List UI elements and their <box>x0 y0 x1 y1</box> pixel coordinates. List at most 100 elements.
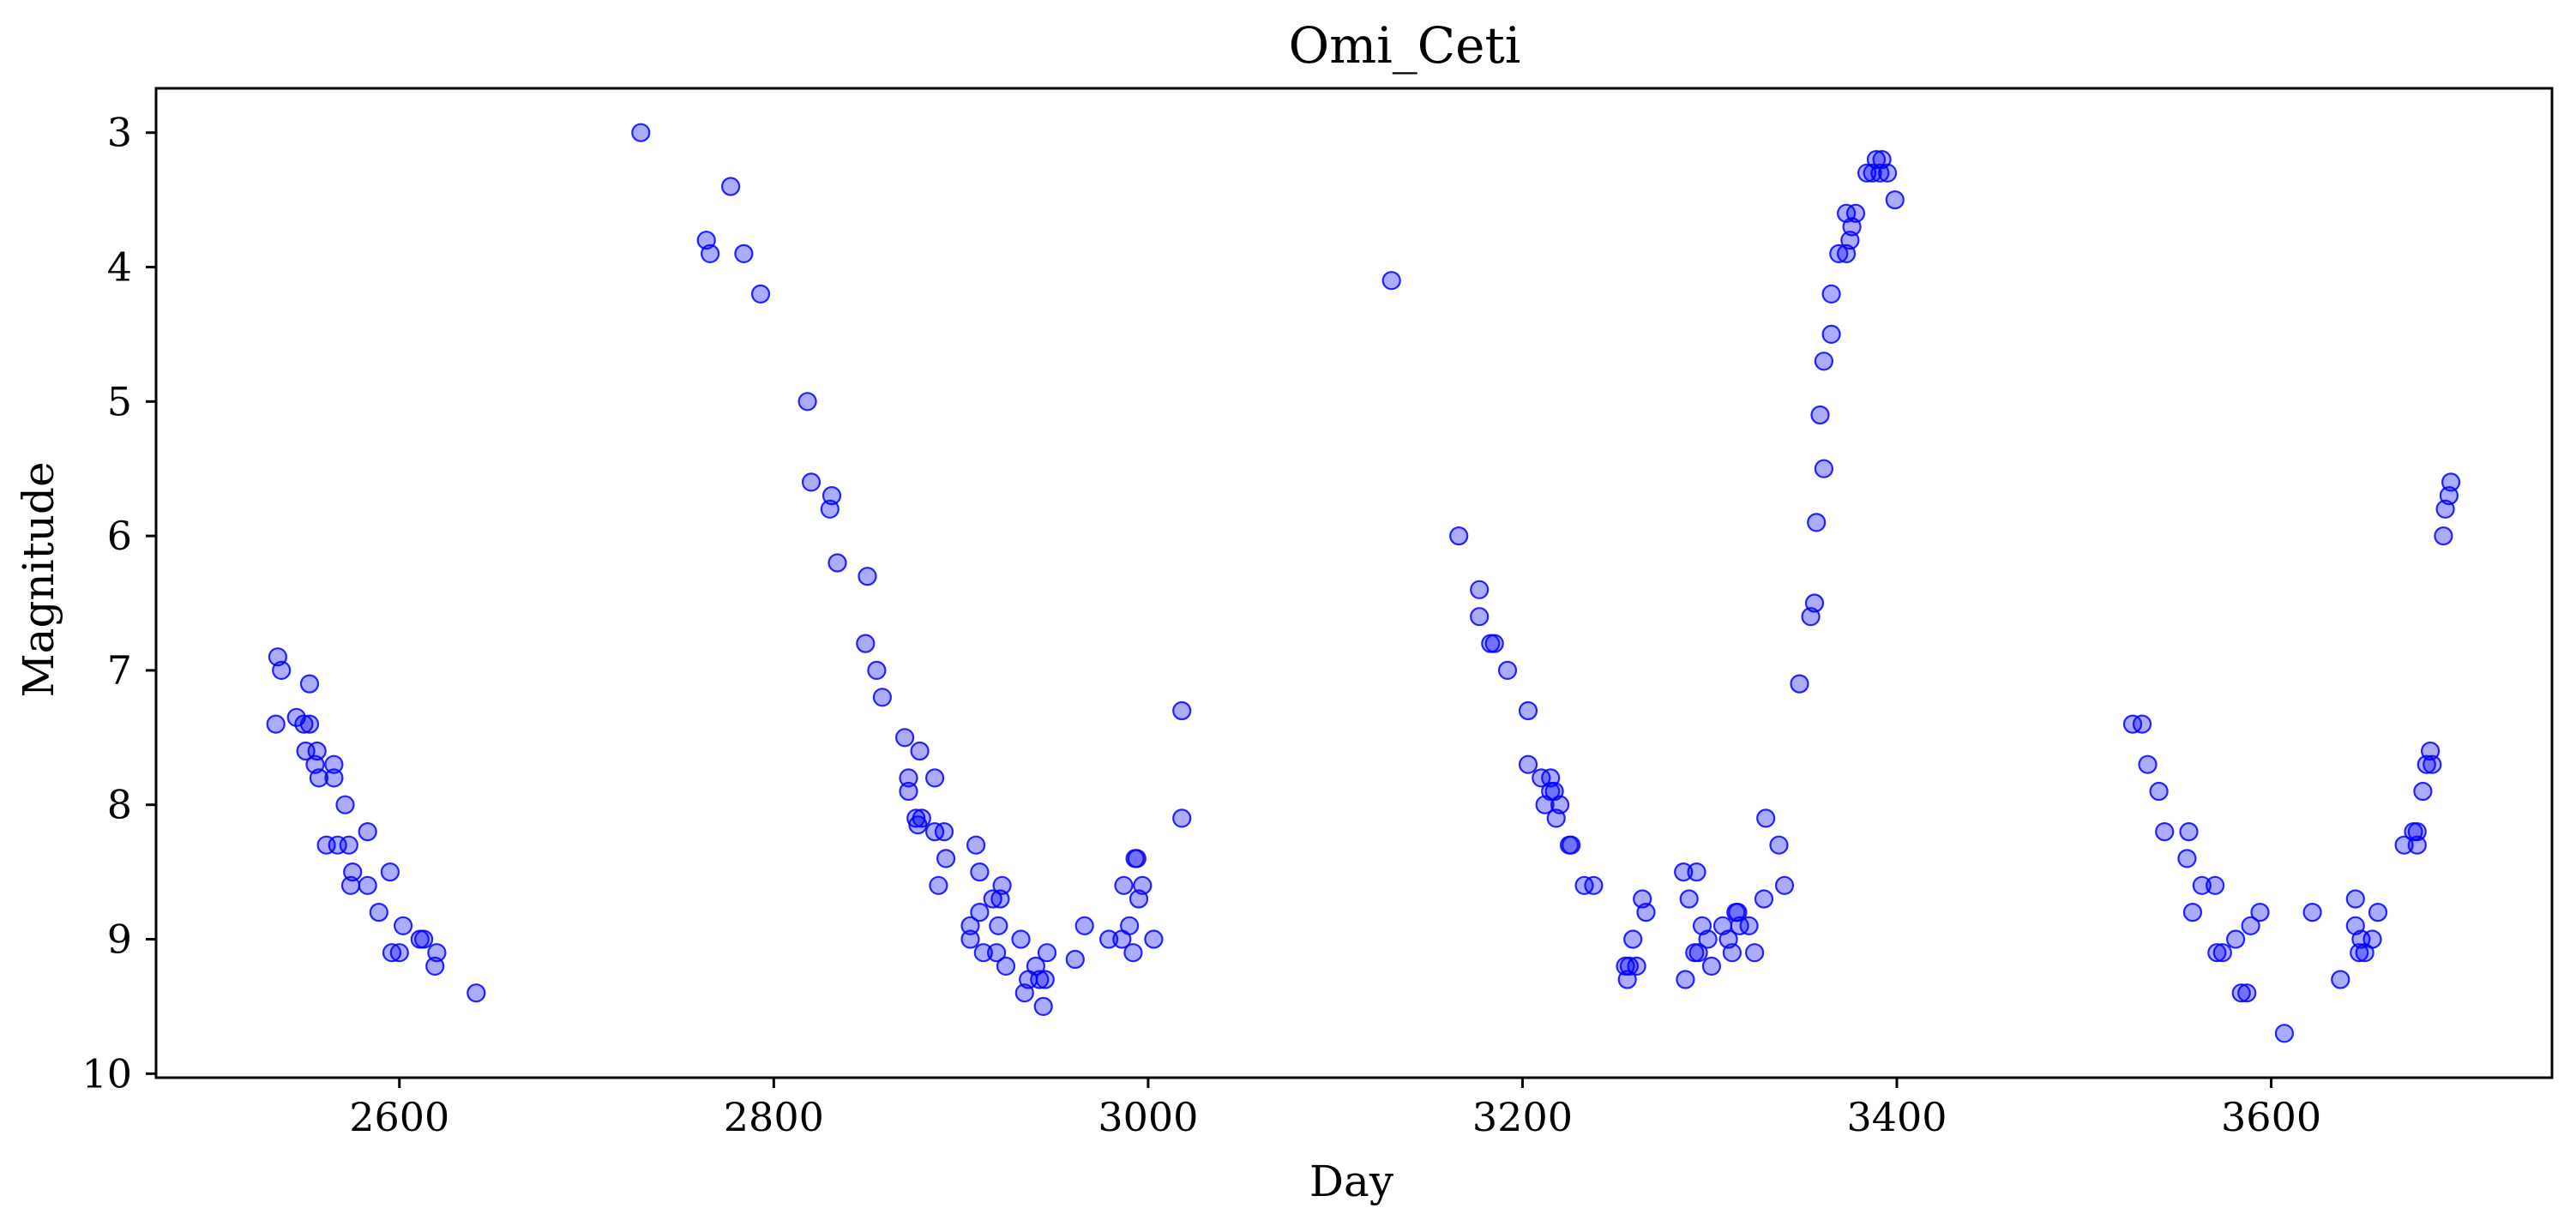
data-point <box>2207 943 2227 963</box>
data-point <box>1449 526 1469 546</box>
y-tick-label: 6 <box>107 513 132 559</box>
data-point <box>299 674 320 694</box>
data-point <box>934 821 954 842</box>
data-point <box>970 902 990 922</box>
data-point <box>1814 459 1833 478</box>
data-point <box>335 795 355 814</box>
data-point <box>1470 607 1490 627</box>
data-point <box>309 768 328 788</box>
data-point <box>324 768 344 788</box>
data-point <box>899 781 918 802</box>
data-point <box>299 714 320 734</box>
y-tick-label: 3 <box>107 110 132 156</box>
data-point <box>1584 875 1604 895</box>
data-point <box>2302 902 2322 922</box>
data-point <box>2345 889 2365 909</box>
data-point <box>801 472 822 492</box>
data-point <box>989 916 1008 935</box>
data-point <box>2182 902 2202 922</box>
data-point <box>1011 929 1031 949</box>
data-point <box>908 815 928 835</box>
data-point <box>358 875 377 895</box>
data-point <box>867 660 887 681</box>
data-point <box>1119 916 1140 935</box>
data-point <box>2212 943 2232 963</box>
data-point <box>1774 875 1795 895</box>
data-point <box>1127 849 1147 868</box>
data-point <box>929 875 948 895</box>
data-point <box>2138 754 2158 774</box>
x-tick-label: 3600 <box>2221 1094 2321 1140</box>
x-tick-label: 2600 <box>349 1094 449 1140</box>
data-point <box>1636 902 1656 922</box>
x-tick-label: 2800 <box>724 1094 824 1140</box>
data-point <box>1804 593 1825 613</box>
data-point <box>1857 163 1877 183</box>
data-point <box>1878 163 1898 183</box>
data-point <box>1550 795 1570 814</box>
data-point <box>1518 700 1538 721</box>
y-axis-title: Magnitude <box>14 461 63 697</box>
data-point <box>1497 660 1518 681</box>
data-point <box>983 889 1002 909</box>
data-point <box>2250 902 2270 922</box>
data-point <box>1845 203 1866 223</box>
y-tick-label: 10 <box>81 1050 132 1097</box>
data-point <box>2368 902 2388 922</box>
data-points <box>266 123 2461 1043</box>
chart-title: Omi_Ceti <box>1289 16 1521 75</box>
data-point <box>797 392 817 412</box>
data-point <box>1114 875 1134 895</box>
data-point <box>394 916 413 935</box>
y-axis: 3 4 5 6 7 8 9 10 <box>81 110 156 1097</box>
data-point <box>2206 875 2225 895</box>
data-point <box>1807 513 1827 532</box>
data-point <box>992 875 1012 895</box>
y-tick-label: 5 <box>107 378 132 424</box>
data-point <box>389 943 409 963</box>
data-point <box>960 929 980 949</box>
data-point <box>960 916 980 935</box>
data-point <box>1619 956 1640 977</box>
data-point <box>1790 674 1809 694</box>
data-point <box>1687 862 1706 882</box>
data-point <box>2441 472 2461 492</box>
data-point <box>1674 862 1694 882</box>
data-point <box>1814 352 1833 371</box>
data-point <box>1754 889 1774 909</box>
data-point <box>750 284 771 303</box>
data-point <box>2179 821 2199 842</box>
data-point <box>970 862 990 882</box>
data-point <box>631 123 651 142</box>
data-point <box>2394 835 2414 855</box>
data-point <box>2237 983 2257 1003</box>
data-point <box>1123 943 1143 963</box>
data-point <box>382 943 402 963</box>
data-point <box>1688 943 1708 963</box>
x-tick-label: 3400 <box>1846 1094 1947 1140</box>
data-point <box>425 956 445 977</box>
data-point <box>996 956 1016 977</box>
data-point <box>466 983 486 1003</box>
data-point <box>2226 929 2246 949</box>
data-point <box>1829 243 1849 263</box>
data-point <box>324 754 344 774</box>
data-point <box>2132 714 2152 734</box>
data-point <box>734 243 754 263</box>
data-point <box>272 660 292 681</box>
data-point <box>294 714 314 734</box>
data-point <box>1722 943 1742 963</box>
data-point <box>1769 835 1789 855</box>
data-point <box>1810 405 1830 425</box>
data-point <box>1627 956 1646 977</box>
data-point <box>1885 190 1905 210</box>
data-point <box>369 902 388 922</box>
data-point <box>2407 835 2427 855</box>
data-point <box>1562 835 1581 855</box>
data-point <box>2192 875 2212 895</box>
data-point <box>1470 580 1490 599</box>
data-point <box>2331 970 2350 989</box>
x-axis: 2600 2800 3000 3200 3400 3600 <box>349 1078 2321 1140</box>
